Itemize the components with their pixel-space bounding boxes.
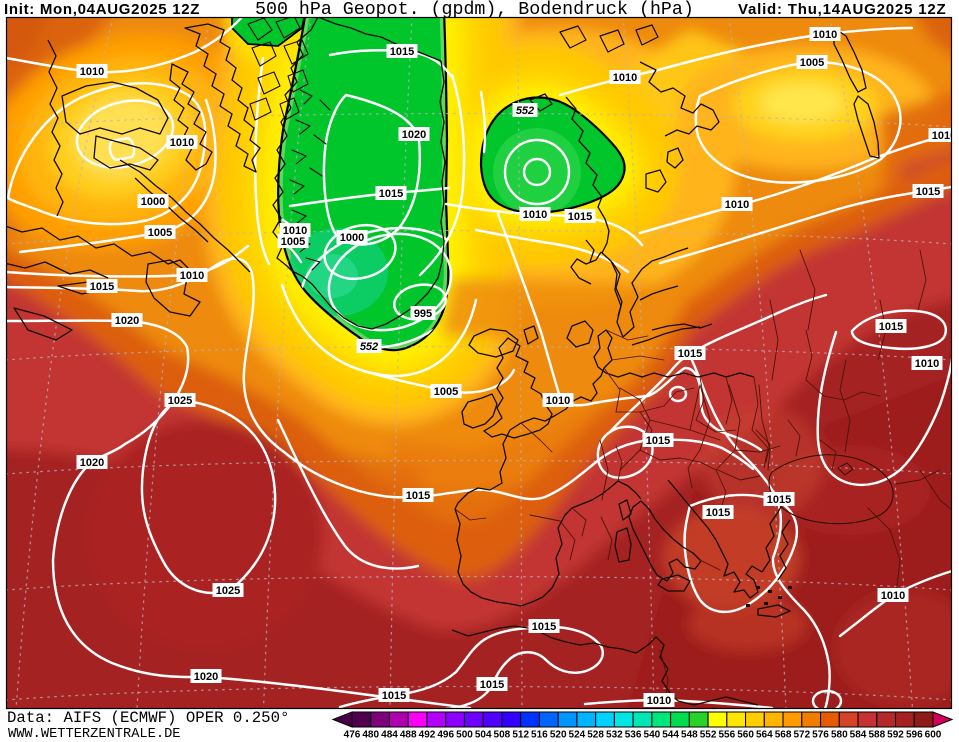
svg-text:1020: 1020 xyxy=(194,671,218,683)
svg-text:496: 496 xyxy=(437,730,454,741)
svg-text:1005: 1005 xyxy=(800,57,824,69)
svg-text:1015: 1015 xyxy=(406,490,430,502)
svg-text:512: 512 xyxy=(512,730,529,741)
svg-text:1010: 1010 xyxy=(613,72,637,84)
svg-text:500: 500 xyxy=(456,730,473,741)
svg-text:1010: 1010 xyxy=(725,199,749,211)
svg-text:1015: 1015 xyxy=(767,494,791,506)
svg-text:580: 580 xyxy=(831,730,848,741)
svg-text:1005: 1005 xyxy=(281,236,305,248)
svg-text:480: 480 xyxy=(362,730,379,741)
svg-text:1015: 1015 xyxy=(382,690,406,702)
svg-text:1005: 1005 xyxy=(148,227,172,239)
svg-text:540: 540 xyxy=(644,730,661,741)
svg-text:584: 584 xyxy=(850,730,867,741)
svg-text:544: 544 xyxy=(662,730,679,741)
svg-text:536: 536 xyxy=(625,730,642,741)
svg-text:576: 576 xyxy=(812,730,829,741)
svg-text:492: 492 xyxy=(419,730,436,741)
svg-text:592: 592 xyxy=(887,730,904,741)
svg-text:1010: 1010 xyxy=(546,395,570,407)
svg-text:1020: 1020 xyxy=(80,457,104,469)
svg-text:1020: 1020 xyxy=(115,315,139,327)
svg-text:1015: 1015 xyxy=(379,188,403,200)
svg-text:532: 532 xyxy=(606,730,623,741)
svg-text:1015: 1015 xyxy=(646,435,670,447)
svg-text:528: 528 xyxy=(587,730,604,741)
svg-text:1025: 1025 xyxy=(216,585,240,597)
svg-text:995: 995 xyxy=(414,308,432,320)
svg-text:1025: 1025 xyxy=(168,395,192,407)
svg-text:564: 564 xyxy=(756,730,773,741)
svg-text:516: 516 xyxy=(531,730,548,741)
svg-text:488: 488 xyxy=(400,730,417,741)
svg-text:572: 572 xyxy=(793,730,810,741)
svg-text:1010: 1010 xyxy=(170,137,194,149)
svg-text:504: 504 xyxy=(475,730,492,741)
svg-text:548: 548 xyxy=(681,730,698,741)
svg-text:1005: 1005 xyxy=(434,386,458,398)
svg-text:508: 508 xyxy=(494,730,511,741)
svg-text:596: 596 xyxy=(906,730,923,741)
svg-text:1015: 1015 xyxy=(879,321,903,333)
svg-text:1015: 1015 xyxy=(480,679,504,691)
svg-text:1000: 1000 xyxy=(141,196,165,208)
svg-text:484: 484 xyxy=(381,730,398,741)
svg-text:1015: 1015 xyxy=(678,348,702,360)
svg-text:476: 476 xyxy=(344,730,361,741)
svg-text:1010: 1010 xyxy=(180,270,204,282)
svg-text:552: 552 xyxy=(360,341,378,353)
svg-text:1015: 1015 xyxy=(90,281,114,293)
svg-text:1010: 1010 xyxy=(813,29,837,41)
svg-text:1015: 1015 xyxy=(916,186,940,198)
svg-text:1020: 1020 xyxy=(402,129,426,141)
svg-text:1010: 1010 xyxy=(523,209,547,221)
svg-text:600: 600 xyxy=(925,730,942,741)
svg-text:588: 588 xyxy=(868,730,885,741)
svg-text:1015: 1015 xyxy=(390,46,414,58)
svg-text:1015: 1015 xyxy=(532,621,556,633)
svg-text:1010: 1010 xyxy=(80,66,104,78)
svg-text:556: 556 xyxy=(718,730,735,741)
svg-text:1010: 1010 xyxy=(915,358,939,370)
svg-text:560: 560 xyxy=(737,730,754,741)
svg-text:1015: 1015 xyxy=(568,211,592,223)
svg-text:1010: 1010 xyxy=(881,590,905,602)
svg-text:1010: 1010 xyxy=(932,130,956,142)
svg-text:524: 524 xyxy=(569,730,586,741)
svg-text:520: 520 xyxy=(550,730,567,741)
svg-text:552: 552 xyxy=(700,730,717,741)
svg-text:1010: 1010 xyxy=(647,695,671,707)
svg-text:1015: 1015 xyxy=(706,507,730,519)
svg-text:1000: 1000 xyxy=(340,232,364,244)
svg-text:552: 552 xyxy=(516,105,534,117)
svg-text:568: 568 xyxy=(775,730,792,741)
